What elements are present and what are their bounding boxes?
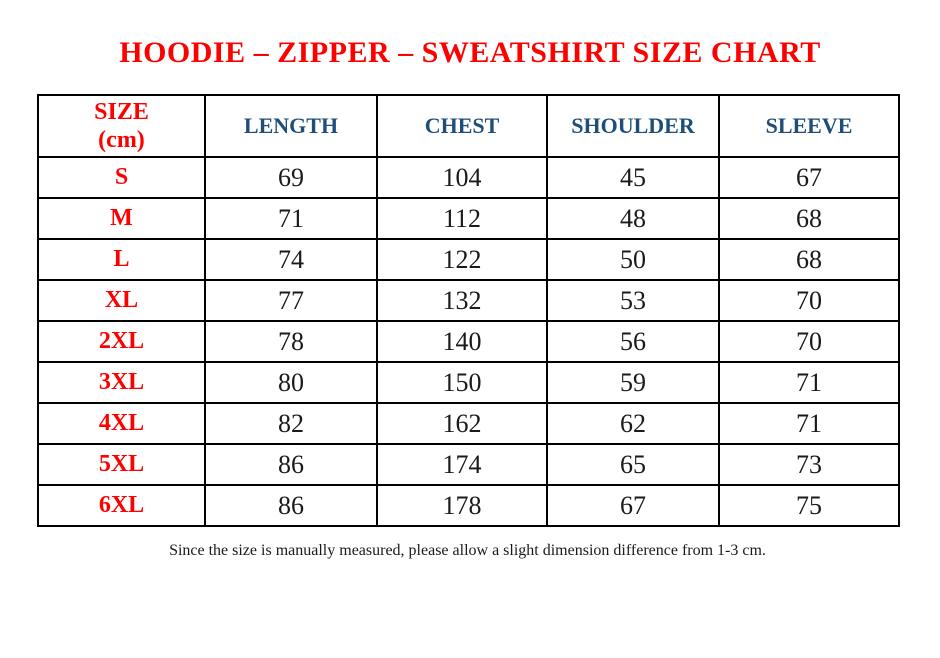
measurement-cell: 67: [546, 484, 720, 527]
measurement-cell: 178: [376, 484, 548, 527]
size-label-cell: 4XL: [37, 402, 206, 445]
measurement-cell: 53: [546, 279, 720, 322]
size-label-cell: L: [37, 238, 206, 281]
table-row: 2XL 78 140 56 70: [37, 320, 900, 363]
table-body: S 69 104 45 67 M 71 112 48 68 L 74 122 50 68 XL 77 132 53 7…: [37, 156, 900, 527]
top-dot-mark: .: [476, 34, 480, 51]
measurement-cell: 75: [718, 484, 900, 527]
table-row: 3XL 80 150 59 71: [37, 361, 900, 404]
table-row: M 71 112 48 68: [37, 197, 900, 240]
measurement-cell: 140: [376, 320, 548, 363]
measurement-cell: 48: [546, 197, 720, 240]
measurement-cell: 69: [204, 156, 378, 199]
measurement-cell: 67: [718, 156, 900, 199]
table-row: S 69 104 45 67: [37, 156, 900, 199]
column-header-chest: CHEST: [376, 94, 548, 158]
measurement-cell: 62: [546, 402, 720, 445]
size-label-cell: 3XL: [37, 361, 206, 404]
size-header-unit: (cm): [98, 127, 145, 153]
measurement-cell: 78: [204, 320, 378, 363]
table-row: L 74 122 50 68: [37, 238, 900, 281]
measurement-cell: 50: [546, 238, 720, 281]
size-label-cell: 2XL: [37, 320, 206, 363]
table-row: 4XL 82 162 62 71: [37, 402, 900, 445]
measurement-cell: 45: [546, 156, 720, 199]
measurement-cell: 86: [204, 484, 378, 527]
measurement-cell: 56: [546, 320, 720, 363]
measurement-cell: 74: [204, 238, 378, 281]
column-header-shoulder: SHOULDER: [546, 94, 720, 158]
size-label-cell: S: [37, 156, 206, 199]
measurement-cell: 68: [718, 197, 900, 240]
table-row: 5XL 86 174 65 73: [37, 443, 900, 486]
size-label-cell: XL: [37, 279, 206, 322]
measurement-cell: 82: [204, 402, 378, 445]
measurement-cell: 150: [376, 361, 548, 404]
measurement-cell: 71: [718, 402, 900, 445]
page-title: HOODIE – ZIPPER – SWEATSHIRT SIZE CHART: [119, 36, 821, 69]
column-header-sleeve: SLEEVE: [718, 94, 900, 158]
measurement-cell: 162: [376, 402, 548, 445]
measurement-cell: 112: [376, 197, 548, 240]
measurement-cell: 70: [718, 279, 900, 322]
size-chart-table: SIZE (cm) LENGTH CHEST SHOULDER SLEEVE S…: [37, 94, 900, 527]
size-label-cell: 5XL: [37, 443, 206, 486]
measurement-cell: 104: [376, 156, 548, 199]
measurement-cell: 68: [718, 238, 900, 281]
measurement-cell: 80: [204, 361, 378, 404]
footnote: Since the size is manually measured, ple…: [169, 542, 766, 559]
measurement-cell: 73: [718, 443, 900, 486]
size-label-cell: M: [37, 197, 206, 240]
measurement-cell: 65: [546, 443, 720, 486]
measurement-cell: 86: [204, 443, 378, 486]
measurement-cell: 70: [718, 320, 900, 363]
measurement-cell: 122: [376, 238, 548, 281]
size-header-label: SIZE: [94, 98, 149, 125]
header-row: SIZE (cm) LENGTH CHEST SHOULDER SLEEVE: [37, 94, 900, 158]
table-row: 6XL 86 178 67 75: [37, 484, 900, 527]
measurement-cell: 71: [718, 361, 900, 404]
measurement-cell: 59: [546, 361, 720, 404]
size-label-cell: 6XL: [37, 484, 206, 527]
measurement-cell: 132: [376, 279, 548, 322]
table-row: XL 77 132 53 70: [37, 279, 900, 322]
measurement-cell: 174: [376, 443, 548, 486]
measurement-cell: 71: [204, 197, 378, 240]
column-header-size: SIZE (cm): [37, 94, 206, 158]
column-header-length: LENGTH: [204, 94, 378, 158]
measurement-cell: 77: [204, 279, 378, 322]
